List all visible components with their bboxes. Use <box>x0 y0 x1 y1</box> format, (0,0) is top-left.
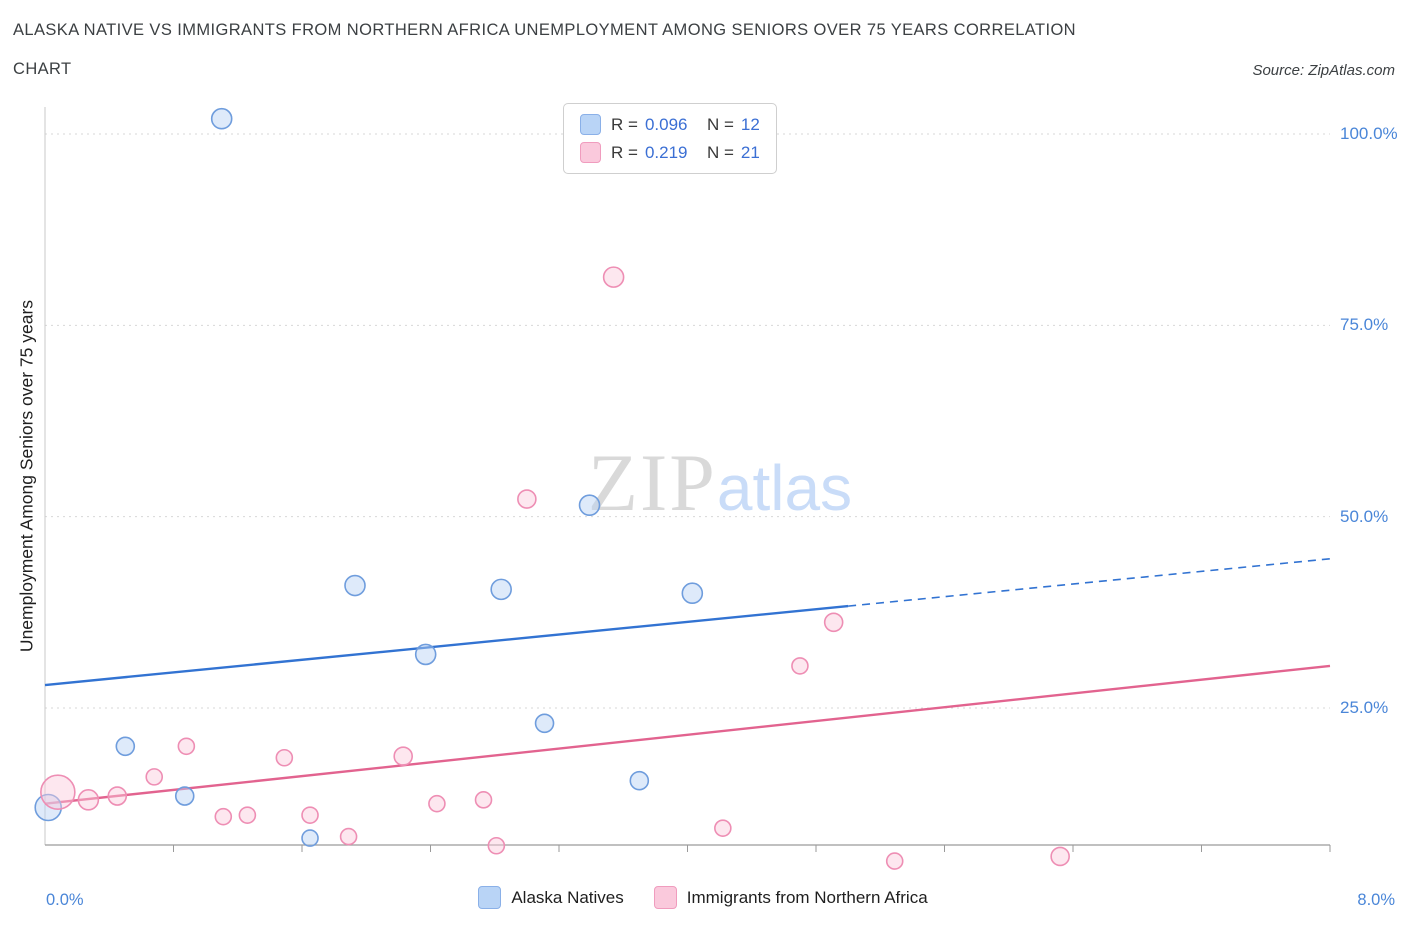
scatter-point-Alaska Natives <box>578 494 601 516</box>
scatter-point-Alaska Natives <box>174 786 195 806</box>
watermark-zip-text: ZIP <box>587 437 717 528</box>
n-label: N = <box>706 114 734 134</box>
y-axis-title: Unemployment Among Seniors over 75 years <box>16 299 37 653</box>
scatter-point-Immigrants from Northern Africa <box>791 657 809 675</box>
series-legend: Alaska Natives Immigrants from Northern … <box>0 886 1406 909</box>
watermark: ZIPatlas <box>588 436 852 530</box>
r-label: R = <box>611 114 638 134</box>
scatter-point-Alaska Natives <box>301 829 319 847</box>
scatter-point-Immigrants from Northern Africa <box>107 786 128 806</box>
legend-item-alaska-natives: Alaska Natives <box>478 886 624 909</box>
source-attribution: Source: ZipAtlas.com <box>1252 62 1395 79</box>
scatter-point-Immigrants from Northern Africa <box>214 807 233 826</box>
scatter-point-Immigrants from Northern Africa <box>474 791 493 809</box>
scatter-point-Immigrants from Northern Africa <box>145 768 164 786</box>
scatter-point-Alaska Natives <box>115 736 136 757</box>
stats-row-immigrants: R = 0.219 N = 21 <box>580 142 760 163</box>
y-tick-label-50: 50.0% <box>1340 507 1389 526</box>
scatter-point-Immigrants from Northern Africa <box>602 266 625 288</box>
y-tick-label-75: 75.0% <box>1340 315 1389 334</box>
trend-line-Alaska Natives <box>44 604 849 687</box>
scatter-point-Alaska Natives <box>681 582 704 605</box>
scatter-point-Immigrants from Northern Africa <box>275 748 294 767</box>
scatter-point-Alaska Natives <box>490 578 512 601</box>
correlation-stats-legend: R = 0.096 N = 12 R = 0.219 N = 21 <box>563 103 777 174</box>
immigrants-swatch-icon <box>580 142 601 163</box>
alaska-natives-swatch-icon <box>580 114 601 135</box>
alaska-natives-swatch-icon <box>478 886 502 909</box>
n-value: 12 <box>740 114 760 134</box>
stats-row-alaska-natives: R = 0.096 N = 12 <box>580 114 760 135</box>
chart-title-line1: ALASKA NATIVE VS IMMIGRANTS FROM NORTHER… <box>13 21 1076 39</box>
chart-title-line2: CHART <box>13 60 72 78</box>
scatter-point-Immigrants from Northern Africa <box>517 489 537 509</box>
trend-line-extension-Alaska Natives <box>848 557 1331 607</box>
n-value: 21 <box>740 142 760 162</box>
watermark-atlas-text: atlas <box>716 452 853 524</box>
scatter-point-Immigrants from Northern Africa <box>714 819 732 837</box>
trend-line-Immigrants from Northern Africa <box>44 664 1331 805</box>
scatter-point-Immigrants from Northern Africa <box>428 794 446 813</box>
scatter-point-Alaska Natives <box>344 574 366 597</box>
scatter-point-Immigrants from Northern Africa <box>301 806 319 824</box>
scatter-point-Immigrants from Northern Africa <box>1050 846 1070 867</box>
scatter-point-Alaska Natives <box>534 713 555 734</box>
scatter-point-Immigrants from Northern Africa <box>823 612 844 633</box>
scatter-point-Alaska Natives <box>414 643 437 666</box>
scatter-point-Alaska Natives <box>210 107 233 130</box>
scatter-point-Alaska Natives <box>34 793 63 822</box>
scatter-point-Immigrants from Northern Africa <box>238 806 257 824</box>
y-tick-label-100: 100.0% <box>1340 124 1398 143</box>
scatter-point-Alaska Natives <box>629 770 650 791</box>
immigrants-swatch-icon <box>653 886 677 909</box>
scatter-point-Immigrants from Northern Africa <box>77 789 100 811</box>
legend-label-alaska-natives: Alaska Natives <box>511 887 624 907</box>
scatter-point-Immigrants from Northern Africa <box>487 836 506 855</box>
scatter-point-Immigrants from Northern Africa <box>177 737 196 756</box>
n-label: N = <box>706 142 734 162</box>
r-value: 0.096 <box>644 114 688 134</box>
x-axis-max-label: 8.0% <box>1357 891 1395 909</box>
legend-item-immigrants: Immigrants from Northern Africa <box>653 886 928 909</box>
scatter-point-Immigrants from Northern Africa <box>40 774 76 810</box>
scatter-point-Immigrants from Northern Africa <box>393 746 413 767</box>
r-value: 0.219 <box>644 142 688 162</box>
scatter-point-Immigrants from Northern Africa <box>339 827 358 846</box>
scatter-point-Immigrants from Northern Africa <box>885 852 904 870</box>
r-label: R = <box>611 142 638 162</box>
y-tick-label-25: 25.0% <box>1340 698 1389 717</box>
x-axis-min-label: 0.0% <box>46 891 84 909</box>
legend-label-immigrants: Immigrants from Northern Africa <box>686 887 928 907</box>
